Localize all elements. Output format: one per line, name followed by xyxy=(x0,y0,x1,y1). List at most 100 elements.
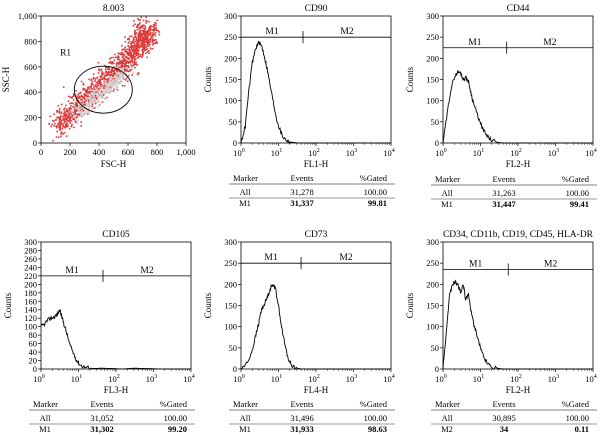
y-tick-label: 200 xyxy=(224,279,237,289)
marker-table: Marker Events %Gated All 31,263 100.00 M1 31,44… xyxy=(431,174,597,209)
scatter-point xyxy=(148,39,151,42)
scatter-point xyxy=(101,90,103,93)
table-header: Events xyxy=(290,399,313,409)
scatter-point xyxy=(57,110,59,112)
x-tick-label: 100 xyxy=(435,374,447,384)
scatter-point xyxy=(58,110,61,112)
scatter-core-point xyxy=(112,76,115,79)
scatter-point xyxy=(155,22,157,25)
scatter-point xyxy=(59,122,61,124)
scatter-point xyxy=(60,103,63,106)
scatter-point xyxy=(150,36,152,38)
scatter-core-point xyxy=(104,92,106,95)
scatter-point xyxy=(147,43,149,46)
scatter-point xyxy=(83,94,86,97)
scatter-point xyxy=(63,109,66,111)
scatter-point xyxy=(75,89,77,92)
y-tick-label: 0 xyxy=(435,138,439,148)
scatter-point xyxy=(84,88,86,90)
scatter-point xyxy=(65,125,67,128)
gate-label-m2: M2 xyxy=(140,266,153,276)
tick-base: 10 xyxy=(548,148,557,158)
scatter-point xyxy=(58,112,60,114)
scatter-point xyxy=(130,52,132,55)
tick-exponent: 1 xyxy=(279,374,282,380)
scatter-core-point xyxy=(129,63,131,65)
scatter-point xyxy=(148,34,150,37)
scatter-point xyxy=(58,117,60,120)
scatter-core-point xyxy=(83,107,85,110)
y-tick-label: 100 xyxy=(24,322,37,332)
y-tick-label: 200 xyxy=(224,53,237,63)
scatter-point xyxy=(156,19,159,22)
scatter-point xyxy=(105,71,108,73)
table-cell: 99.20 xyxy=(168,424,187,434)
scatter-point xyxy=(69,122,71,124)
scatter-point xyxy=(84,104,86,106)
tick-exponent: 1 xyxy=(481,148,484,154)
scatter-point xyxy=(134,55,137,58)
scatter-core-point xyxy=(90,92,93,94)
scatter-point xyxy=(130,44,132,46)
scatter-point xyxy=(60,135,62,138)
scatter-point xyxy=(126,38,129,41)
scatter-point xyxy=(141,34,144,37)
marker-table: Marker Events %Gated All 31,052 100.00 M1 31,30… xyxy=(29,399,195,434)
scatter-point xyxy=(144,30,147,32)
scatter-point xyxy=(100,73,103,75)
scatter-point xyxy=(106,79,109,82)
scatter-point xyxy=(62,124,64,127)
scatter-point xyxy=(89,92,91,95)
scatter-core-point xyxy=(113,76,116,78)
scatter-point xyxy=(155,38,157,41)
scatter-point xyxy=(91,80,94,83)
scatter-point xyxy=(114,53,116,56)
scatter-point xyxy=(151,34,153,36)
scatter-point xyxy=(126,52,129,55)
gate-label-m2: M2 xyxy=(544,260,557,270)
scatter-point xyxy=(126,48,128,50)
scatter-point xyxy=(99,83,102,86)
x-tick-label: 102 xyxy=(308,148,320,158)
scatter-point xyxy=(100,86,102,88)
gate-label-m1: M1 xyxy=(265,27,278,37)
scatter-point xyxy=(132,41,134,44)
scatter-point xyxy=(86,89,89,92)
scatter-point xyxy=(103,78,106,81)
scatter-core-point xyxy=(84,110,86,113)
scatter-point xyxy=(124,36,126,38)
gate-label-m1: M1 xyxy=(65,266,78,276)
scatter-point xyxy=(125,68,128,71)
scatter-point xyxy=(65,119,68,121)
scatter-core-point xyxy=(99,90,102,93)
tick-exponent: 2 xyxy=(519,148,522,154)
scatter-core-point xyxy=(97,86,100,89)
scatter-point xyxy=(155,29,158,31)
scatter-point xyxy=(112,75,114,77)
y-axis-label: Counts xyxy=(405,66,415,92)
scatter-point xyxy=(144,34,146,37)
scatter-point xyxy=(138,33,140,35)
plot-frame xyxy=(40,15,187,144)
table-cell: 100.00 xyxy=(364,187,387,197)
y-axis-label: Counts xyxy=(203,292,213,318)
scatter-point xyxy=(133,48,135,50)
y-tick-label: 800 xyxy=(24,36,37,46)
scatter-point xyxy=(74,111,77,114)
scatter-core-point xyxy=(84,111,87,114)
scatter-point xyxy=(75,104,78,107)
scatter-point xyxy=(110,57,112,59)
x-axis-label: FL2-H xyxy=(506,385,531,395)
scatter-point xyxy=(133,47,136,49)
marker-table: Marker Events %Gated All 31,496 100.00 M1 31,93… xyxy=(229,399,395,434)
scatter-point xyxy=(69,102,71,105)
gate-label-m2: M2 xyxy=(339,253,352,263)
scatter-point xyxy=(123,84,126,87)
scatter-point xyxy=(122,53,125,56)
scatter-point xyxy=(133,29,136,32)
scatter-point xyxy=(92,76,95,79)
y-tick-label: 0 xyxy=(33,138,37,148)
scatter-point xyxy=(133,42,136,45)
table-cell: M1 xyxy=(39,424,51,434)
